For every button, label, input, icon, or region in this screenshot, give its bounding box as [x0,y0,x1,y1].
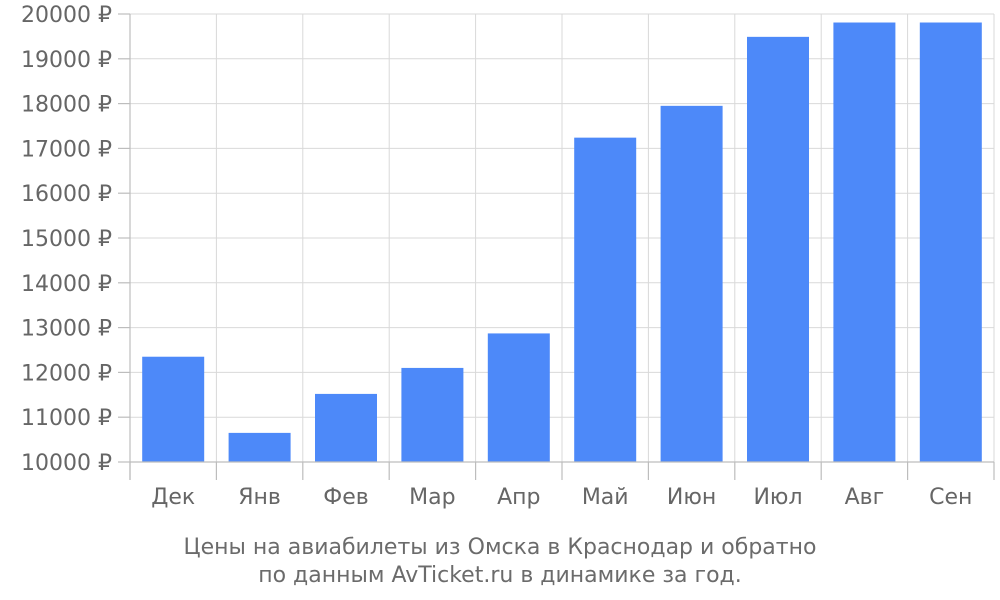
bar [315,393,377,462]
axes [118,13,995,480]
y-tick-label: 10000 ₽ [21,451,112,476]
y-tick-label: 17000 ₽ [21,137,112,162]
x-tick-label: Июл [753,485,802,510]
x-tick-label: Фев [323,485,368,510]
bar [660,105,723,462]
y-tick-label: 14000 ₽ [21,272,112,297]
bars [142,22,982,463]
y-tick-label: 15000 ₽ [21,227,112,252]
bar [401,367,464,462]
bar [142,356,205,462]
x-tick-label: Авг [845,485,885,510]
y-tick-label: 19000 ₽ [21,48,112,73]
grid [130,13,995,463]
bar [747,36,809,463]
chart-caption-line-1: Цены на авиабилеты из Омска в Краснодар … [183,535,817,560]
x-tick-label: Янв [238,485,281,510]
y-tick-label: 11000 ₽ [21,406,112,431]
x-tick-label: Апр [497,485,540,510]
x-tick-label: Мар [409,485,455,510]
y-tick-label: 13000 ₽ [21,317,112,342]
bar [228,432,291,462]
bar [487,333,550,462]
bar [833,22,896,463]
x-tick-label: Июн [667,485,716,510]
bar-chart: 10000 ₽ 11000 ₽ 12000 ₽ 13000 ₽ 14000 ₽ 15000… [21,3,995,510]
bar [919,22,982,463]
x-tick-label: Дек [151,485,195,510]
y-tick-label: 18000 ₽ [21,93,112,118]
y-tick-label: 12000 ₽ [21,361,112,386]
x-tick-label: Сен [929,485,972,510]
tick-labels: 10000 ₽ 11000 ₽ 12000 ₽ 13000 ₽ 14000 ₽ 15000… [21,3,972,510]
y-tick-label: 20000 ₽ [21,3,112,28]
y-tick-label: 16000 ₽ [21,182,112,207]
x-tick-label: Май [582,485,629,510]
chart-caption-line-2: по данным AvTicket.ru в динамике за год. [258,563,742,588]
bar [574,137,637,462]
